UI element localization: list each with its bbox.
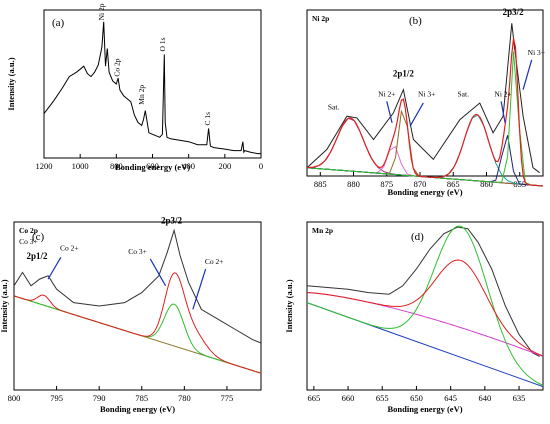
x-tick-label: 865 [447,179,460,189]
peak-annotation: Mn 2p [137,85,146,105]
peak-annotation: 2p1/2 [26,251,48,261]
x-tick-label: 780 [178,393,191,403]
peak-annotation: Co 2+ [60,244,79,253]
x-tick-label: 665 [307,393,320,403]
x-axis-label: Bonding energy (eV) [387,187,462,197]
x-tick-label: 790 [93,393,106,403]
series-line-0 [13,228,262,344]
peak-annotation: Ni 2+ [378,89,395,98]
arrow [500,101,506,123]
plot-frame-3 [306,221,544,391]
peak-annotation: Co 3+ [19,237,38,246]
panel-label: (d) [411,231,424,243]
fit-curve [306,225,544,386]
fit-envelope [307,38,544,187]
plot-frame-0 [43,9,262,159]
peak-annotation: C 1s [203,112,212,126]
series-line-0 [43,21,261,155]
arrow [409,102,424,127]
plot-frame-1 [306,9,544,177]
peak-annotation: Ni 2+ [494,89,511,98]
x-tick-label: 660 [342,393,355,403]
x-tick-label: 655 [376,393,389,403]
x-tick-label: 875 [380,179,393,189]
x-tick-label: 880 [347,179,360,189]
arrow [47,256,62,280]
x-tick-label: 635 [513,393,526,403]
fit-envelope [13,272,262,374]
arrow [149,258,167,287]
x-tick-label: 650 [410,393,423,403]
x-tick-label: 785 [135,393,148,403]
x-axis-label: Bonding energy (eV) [115,162,190,172]
x-tick-label: 870 [414,179,427,189]
x-tick-label: 800 [8,393,21,403]
corner-label: Co 2p [19,226,38,235]
x-tick-label: 640 [478,393,491,403]
peak-annotation: O 1s [158,37,167,51]
peak-annotation: Co 3+ [128,247,147,256]
y-axis-label: Intensity (a.u.) [6,57,16,110]
arrow [386,101,393,124]
peak-annotation: Sat. [457,89,469,98]
x-tick-label: 1200 [36,161,53,171]
corner-label: Mn 2p [312,226,333,235]
peak-annotation: Co 2p [113,58,122,76]
panel-label: (b) [409,15,422,27]
x-tick-label: 1000 [72,161,89,171]
x-tick-label: 775 [221,393,234,403]
peak-annotation: Ni 2p [97,3,106,20]
peak-annotation: Co 2+ [205,257,224,266]
panel-label: (a) [52,17,65,29]
corner-label: Ni 2p [312,14,329,23]
peak-annotation: Ni 3+ [418,89,435,98]
series-line-0 [306,226,540,357]
x-axis-label: Bonding energy (eV) [387,404,462,414]
x-tick-label: 0 [259,161,263,171]
peak-annotation: Sat. [328,103,340,112]
x-tick-label: 795 [50,393,63,403]
x-tick-label: 600 [146,161,159,171]
peak-annotation: 2p3/2 [161,216,183,226]
x-tick-label: 400 [182,161,195,171]
peak-annotation: 2p3/2 [503,7,525,17]
peak-annotation: 2p1/2 [393,68,415,78]
peak-annotation: Ni 3+ [528,48,545,57]
fit-envelope [307,259,544,357]
y-axis-label: Intensity (a.u.) [0,279,9,332]
y-axis-label: Intensity (a.u.) [284,279,294,332]
panel-label: (c) [32,231,45,243]
x-tick-label: 800 [110,161,123,171]
x-tick-label: 645 [444,393,457,403]
arrow [522,59,533,90]
x-tick-label: 885 [314,179,327,189]
plot-frame-2 [13,221,262,391]
x-axis-label: Bonding energy (eV) [100,404,175,414]
x-tick-label: 860 [480,179,493,189]
arrow [192,268,207,310]
x-tick-label: 200 [218,161,231,171]
